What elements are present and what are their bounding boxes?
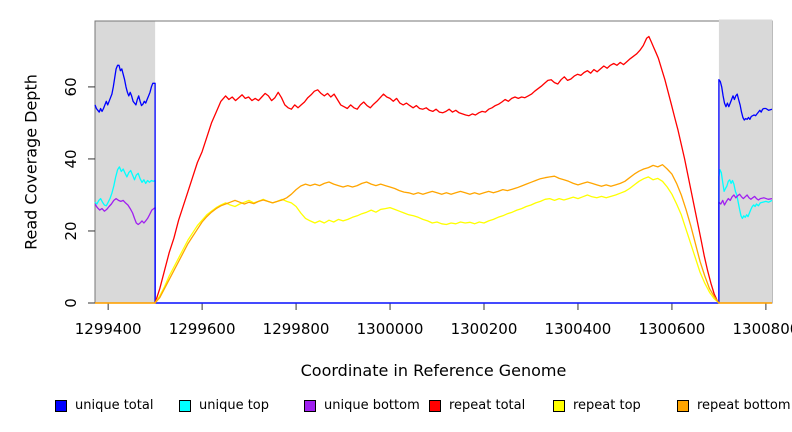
legend-swatch-unique-bottom bbox=[304, 400, 316, 412]
legend-label-repeat-total: repeat total bbox=[449, 398, 526, 413]
x-tick-label: 1299800 bbox=[263, 320, 330, 338]
series-line-repeat-total bbox=[95, 35, 772, 304]
legend-swatch-repeat-total bbox=[429, 400, 441, 412]
legend-item-unique-bottom: unique bottom bbox=[304, 399, 420, 413]
legend-item-repeat-top: repeat top bbox=[553, 399, 641, 413]
legend: unique total unique top unique bottom re… bbox=[0, 399, 792, 415]
x-tick-label: 1300000 bbox=[357, 320, 424, 338]
legend-label-unique-bottom: unique bottom bbox=[324, 398, 420, 413]
y-tick-label: 60 bbox=[62, 77, 80, 96]
x-tick-label: 1300600 bbox=[639, 320, 706, 338]
x-tick-label: 1299600 bbox=[169, 320, 236, 338]
legend-label-repeat-bottom: repeat bottom bbox=[697, 398, 791, 413]
y-tick-label: 0 bbox=[62, 298, 80, 308]
legend-swatch-unique-top bbox=[179, 400, 191, 412]
x-tick-label: 1299400 bbox=[75, 320, 142, 338]
legend-item-unique-total: unique total bbox=[55, 399, 153, 413]
legend-item-unique-top: unique top bbox=[179, 399, 269, 413]
y-axis-title: Read Coverage Depth bbox=[21, 74, 41, 250]
y-tick-label: 40 bbox=[62, 149, 80, 168]
shaded-region-right bbox=[718, 19, 772, 303]
shaded-region-left bbox=[95, 21, 156, 303]
legend-label-unique-total: unique total bbox=[75, 398, 154, 413]
series-line-unique-total bbox=[94, 64, 773, 304]
legend-item-repeat-total: repeat total bbox=[429, 399, 525, 413]
series-line-repeat-top bbox=[95, 176, 772, 304]
legend-label-unique-top: unique top bbox=[199, 398, 270, 413]
x-axis-title: Coordinate in Reference Genome bbox=[300, 361, 567, 380]
series-line-unique-top bbox=[94, 166, 773, 304]
legend-item-repeat-bottom: repeat bottom bbox=[677, 399, 791, 413]
legend-label-repeat-top: repeat top bbox=[573, 398, 641, 413]
legend-swatch-repeat-top bbox=[553, 400, 565, 412]
x-tick-label: 1300200 bbox=[451, 320, 518, 338]
legend-swatch-unique-total bbox=[55, 400, 67, 412]
y-tick-label: 20 bbox=[62, 221, 80, 240]
x-tick-label: 1300400 bbox=[545, 320, 612, 338]
legend-swatch-repeat-bottom bbox=[677, 400, 689, 412]
series-line-repeat-bottom bbox=[95, 164, 772, 304]
plot-frame bbox=[94, 20, 773, 304]
series-line-unique-bottom bbox=[94, 193, 773, 304]
